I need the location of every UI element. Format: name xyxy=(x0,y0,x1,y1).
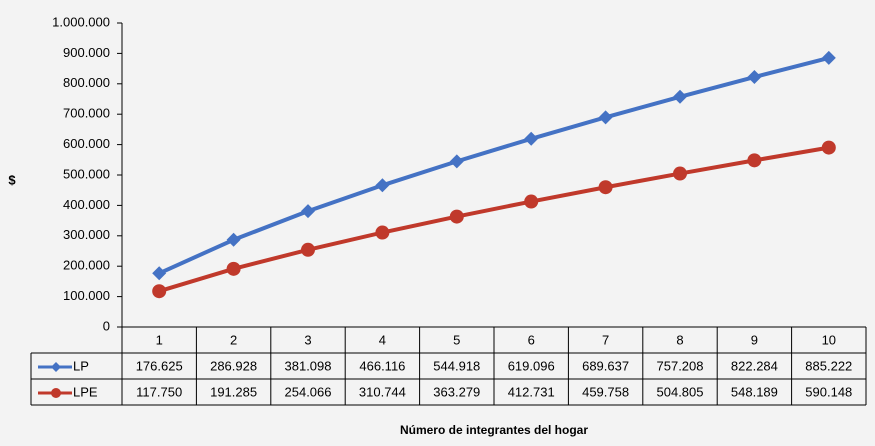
data-point-lp xyxy=(673,89,687,104)
table-cell-lp: 822.284 xyxy=(731,358,778,373)
data-point-lp xyxy=(301,204,315,219)
data-point-lpe xyxy=(598,180,613,195)
data-point-lp xyxy=(747,70,762,85)
table-cell-lp: 176.625 xyxy=(136,358,183,373)
table-cell-lp: 757.208 xyxy=(657,358,704,373)
data-point-lp xyxy=(152,266,167,281)
table-cell-lp: 544.918 xyxy=(433,358,480,373)
table-cell-lpe: 459.758 xyxy=(582,384,629,399)
x-tick-label: 1 xyxy=(156,332,163,347)
x-tick-label: 6 xyxy=(528,332,535,347)
data-point-lp xyxy=(821,50,836,65)
data-point-lpe xyxy=(301,242,315,257)
legend-key-marker-lp xyxy=(51,362,61,372)
data-point-lp xyxy=(226,232,241,247)
table-cell-lp: 619.096 xyxy=(508,358,555,373)
table-cell-lpe: 504.805 xyxy=(657,384,704,399)
y-tick-label: 1.000.000 xyxy=(52,14,110,29)
data-point-lpe xyxy=(524,194,539,209)
table-cell-lp: 885.222 xyxy=(805,358,852,373)
x-tick-label: 3 xyxy=(304,332,311,347)
y-tick-label: 900.000 xyxy=(63,45,110,60)
y-tick-label: 800.000 xyxy=(63,75,110,90)
data-point-lpe xyxy=(226,261,241,276)
x-tick-label: 10 xyxy=(822,332,836,347)
table-cell-lp: 466.116 xyxy=(359,358,405,373)
legend-label-lpe: LPE xyxy=(73,384,98,399)
table-cell-lpe: 548.189 xyxy=(731,384,778,399)
data-point-lp xyxy=(524,131,539,146)
y-tick-label: 300.000 xyxy=(63,227,110,242)
y-tick-label: 600.000 xyxy=(63,136,110,151)
y-tick-label: 100.000 xyxy=(63,288,110,303)
table-cell-lpe: 412.731 xyxy=(508,384,555,399)
data-point-lpe xyxy=(449,209,464,224)
x-tick-label: 4 xyxy=(379,332,386,347)
table-cell-lpe: 191.285 xyxy=(210,384,257,399)
table-cell-lp: 286.928 xyxy=(210,358,257,373)
data-point-lpe xyxy=(152,284,167,299)
y-tick-label: 500.000 xyxy=(63,166,110,181)
table-cell-lpe: 254.066 xyxy=(285,384,332,399)
x-axis-label: Número de integrantes del hogar xyxy=(400,423,588,437)
series-line-lp xyxy=(158,55,830,276)
x-tick-label: 2 xyxy=(230,332,237,347)
table-cell-lp: 381.098 xyxy=(285,358,332,373)
data-point-lp xyxy=(375,178,390,193)
data-point-lpe xyxy=(821,140,836,155)
table-cell-lpe: 117.750 xyxy=(136,384,182,399)
table-cell-lpe: 310.744 xyxy=(359,384,406,399)
y-tick-label: 200.000 xyxy=(63,258,110,273)
data-point-lpe xyxy=(375,225,390,240)
data-point-lp xyxy=(598,110,613,125)
table-cell-lp: 689.637 xyxy=(582,358,629,373)
table-cell-lpe: 363.279 xyxy=(433,384,480,399)
x-tick-label: 8 xyxy=(676,332,683,347)
y-tick-label: 400.000 xyxy=(63,197,110,212)
y-axis-label: $ xyxy=(8,172,16,187)
table-cell-lpe: 590.148 xyxy=(805,384,852,399)
legend-key-marker-lpe xyxy=(51,388,61,398)
data-point-lpe xyxy=(673,166,687,181)
x-tick-label: 9 xyxy=(751,332,758,347)
data-point-lpe xyxy=(747,153,762,168)
y-tick-label: 0 xyxy=(103,318,110,333)
x-tick-label: 7 xyxy=(602,332,609,347)
x-tick-label: 5 xyxy=(453,332,460,347)
series-line-lpe xyxy=(158,145,830,294)
y-tick-label: 700.000 xyxy=(63,106,110,121)
legend-label-lp: LP xyxy=(73,358,89,373)
data-point-lp xyxy=(449,154,464,169)
